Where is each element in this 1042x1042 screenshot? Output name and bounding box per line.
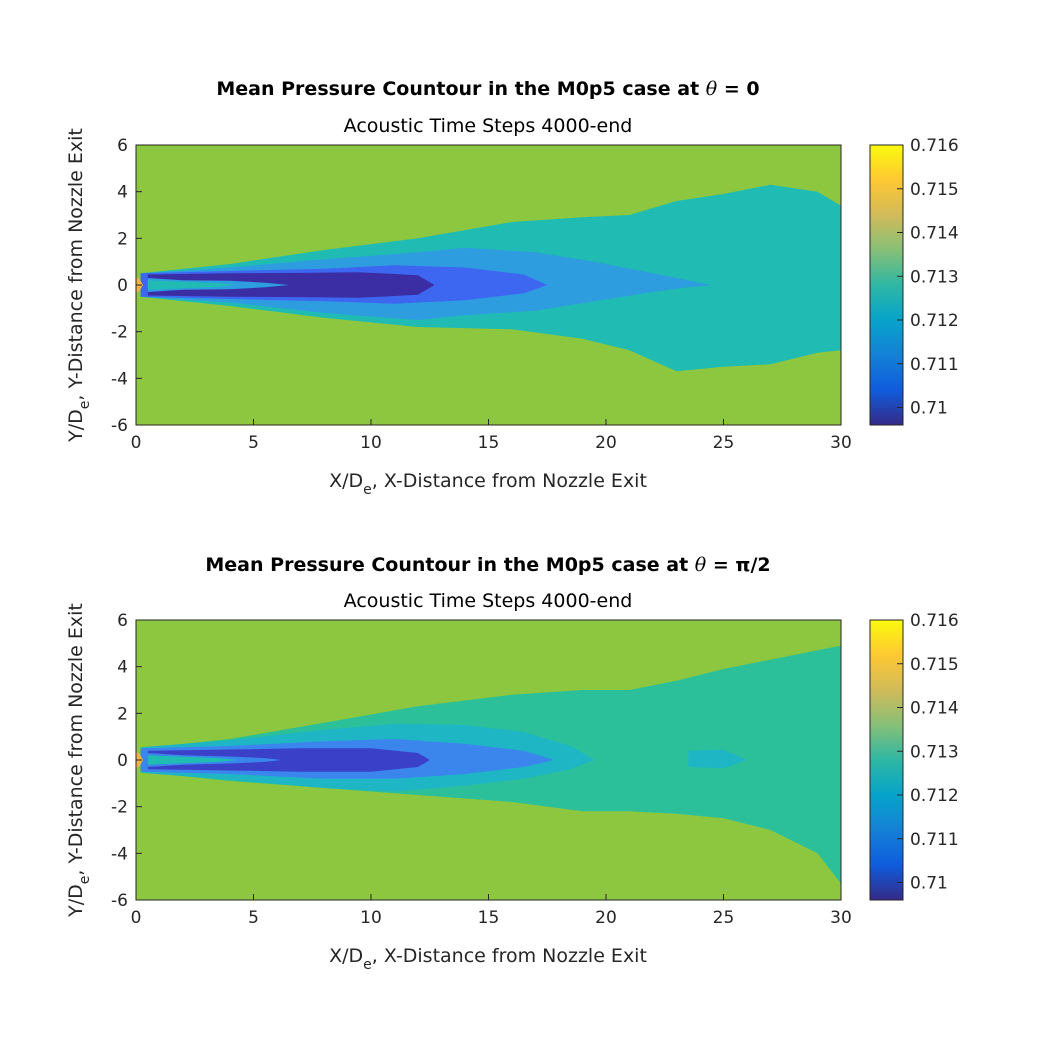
x-tick-label: 5 (248, 908, 259, 928)
contour-region-6 (147, 280, 238, 290)
contour-region-3 (688, 749, 747, 769)
colorbar-tick-label: 0.716 (910, 611, 959, 631)
y-tick-label: 0 (117, 276, 128, 296)
y-axis-label: Y/De, Y-Distance from Nozzle Exit (65, 128, 93, 443)
theta-symbol: θ (695, 554, 707, 576)
colorbar-tick-label: 0.713 (910, 267, 959, 287)
y-tick-label: -6 (111, 891, 128, 911)
contour-region-7 (147, 755, 238, 765)
x-axis-label: X/De, X-Distance from Nozzle Exit (329, 470, 647, 498)
y-tick-label: -6 (111, 416, 128, 436)
colorbar-tick-label: 0.715 (910, 655, 959, 675)
colorbar-tick-label: 0.714 (910, 224, 959, 244)
x-tick-label: 30 (830, 433, 852, 453)
x-axis-label: X/De, X-Distance from Nozzle Exit (329, 945, 647, 973)
y-axis-label: Y/De, Y-Distance from Nozzle Exit (65, 603, 93, 918)
y-tick-label: 2 (117, 229, 128, 249)
colorbar-tick-label: 0.71 (910, 399, 948, 419)
y-tick-labels: -6 -4 -2 0 2 4 6 (111, 136, 142, 436)
colorbar-tick-label: 0.712 (910, 311, 959, 331)
x-tick-label: 25 (713, 908, 735, 928)
contour-region-4 (147, 272, 435, 298)
x-tick-label: 0 (131, 433, 142, 453)
colorbar-tick-label: 0.71 (910, 874, 948, 894)
colorbar-tick-label: 0.711 (910, 830, 959, 850)
y-tick-label: 6 (117, 136, 128, 156)
colorbar-tick-label: 0.716 (910, 136, 959, 156)
contour-plot-area (136, 620, 841, 900)
y-tick-label: 4 (117, 658, 128, 678)
y-tick-label: -4 (111, 844, 128, 864)
y-tick-label: 2 (117, 704, 128, 724)
y-tick-label: 4 (117, 183, 128, 203)
x-tick-label: 30 (830, 908, 852, 928)
contour-region-5 (147, 748, 430, 772)
x-tick-labels: 0 5 10 15 20 25 30 (131, 894, 852, 928)
x-tick-label: 15 (478, 433, 500, 453)
theta-symbol: θ (706, 78, 718, 100)
x-tick-label: 10 (360, 433, 382, 453)
x-tick-labels: 0 5 10 15 20 25 30 (131, 419, 852, 453)
colorbar-tick-labels: 0.71 0.711 0.712 0.713 0.714 0.715 0.716 (897, 611, 959, 894)
x-tick-label: 10 (360, 908, 382, 928)
x-tick-label: 20 (595, 433, 617, 453)
chart-subtitle: Acoustic Time Steps 4000-end (344, 115, 633, 137)
y-tick-label: -2 (111, 323, 128, 343)
y-tick-label: 6 (117, 611, 128, 631)
y-tick-labels: -6 -4 -2 0 2 4 6 (111, 611, 142, 911)
x-tick-label: 5 (248, 433, 259, 453)
y-tick-label: 0 (117, 751, 128, 771)
contour-panel-2: Mean Pressure Countour in the M0p5 case … (65, 554, 959, 973)
y-tick-label: -4 (111, 369, 128, 389)
colorbar (869, 619, 904, 901)
colorbar-tick-labels: 0.71 0.711 0.712 0.713 0.714 0.715 0.716 (897, 136, 959, 419)
x-tick-label: 15 (478, 908, 500, 928)
chart-title: Mean Pressure Countour in the M0p5 case … (205, 554, 770, 576)
colorbar-tick-label: 0.715 (910, 180, 959, 200)
colorbar-tick-label: 0.712 (910, 786, 959, 806)
chart-subtitle: Acoustic Time Steps 4000-end (344, 590, 633, 612)
colorbar-tick-label: 0.711 (910, 355, 959, 375)
contour-plot-area (136, 145, 841, 425)
y-tick-label: -2 (111, 798, 128, 818)
x-tick-label: 25 (713, 433, 735, 453)
x-tick-label: 0 (131, 908, 142, 928)
contour-panel-1: Mean Pressure Countour in the M0p5 case … (65, 78, 959, 498)
x-tick-label: 20 (595, 908, 617, 928)
chart-title: Mean Pressure Countour in the M0p5 case … (216, 78, 759, 100)
colorbar (869, 144, 904, 426)
colorbar-tick-label: 0.714 (910, 699, 959, 719)
colorbar-tick-label: 0.713 (910, 742, 959, 762)
